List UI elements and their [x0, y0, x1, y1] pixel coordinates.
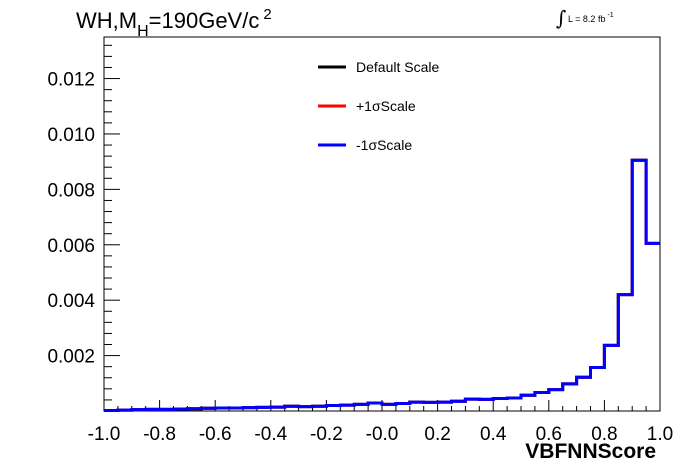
luminosity-text: L = 8.2 fb	[568, 14, 606, 24]
y-tick-label: 0.008	[47, 180, 95, 201]
y-tick-label: 0.010	[47, 125, 95, 146]
x-tick-label: -0.0	[366, 424, 399, 445]
y-tick-label: 0.012	[47, 70, 95, 91]
x-tick-label: 0.2	[424, 424, 450, 445]
title-superscript: 2	[263, 6, 272, 23]
title-main: WH,M	[76, 8, 138, 33]
x-tick-label: 1.0	[647, 424, 673, 445]
title-subscript: H	[137, 23, 149, 40]
legend-label-default: Default Scale	[356, 59, 440, 75]
luminosity-label: ∫ L = 8.2 fb -1	[556, 6, 614, 30]
y-tick-label: 0.004	[47, 291, 95, 312]
plot-frame	[103, 36, 661, 412]
x-tick-label: -0.8	[143, 424, 176, 445]
title-rest: =190GeV/c	[148, 8, 260, 33]
x-tick-label: -0.4	[254, 424, 287, 445]
x-tick-label: 0.6	[536, 424, 562, 445]
x-tick-label: -0.2	[310, 424, 343, 445]
series-lines	[104, 158, 660, 412]
x-axis-title: VBFNNScore	[525, 440, 656, 463]
integral-symbol: ∫	[556, 6, 567, 30]
y-tick-label: 0.006	[47, 236, 95, 257]
y-tick-label: 0.002	[47, 347, 95, 368]
series-plus1sigma-scale	[104, 158, 660, 412]
chart-title: WH,MH=190GeV/c 2	[76, 6, 272, 40]
x-tick-label: 0.4	[480, 424, 507, 445]
luminosity-superscript: -1	[607, 12, 614, 19]
x-tick-label: 0.8	[591, 424, 617, 445]
series-minus1sigma-scale	[104, 158, 660, 412]
series-default-scale	[104, 158, 660, 412]
x-tick-label: -0.6	[199, 424, 232, 445]
axis-tick-labels: -1.0 -0.8 -0.6 -0.4 -0.2 -0.0 0.2 0.4 0.6 0.8 1.0 0…	[47, 70, 673, 445]
legend-swatches	[318, 65, 346, 147]
legend-label-plus1sigma: +1σScale	[356, 98, 416, 114]
x-tick-label: -1.0	[88, 424, 121, 445]
legend-label-minus1sigma: -1σScale	[356, 137, 413, 153]
